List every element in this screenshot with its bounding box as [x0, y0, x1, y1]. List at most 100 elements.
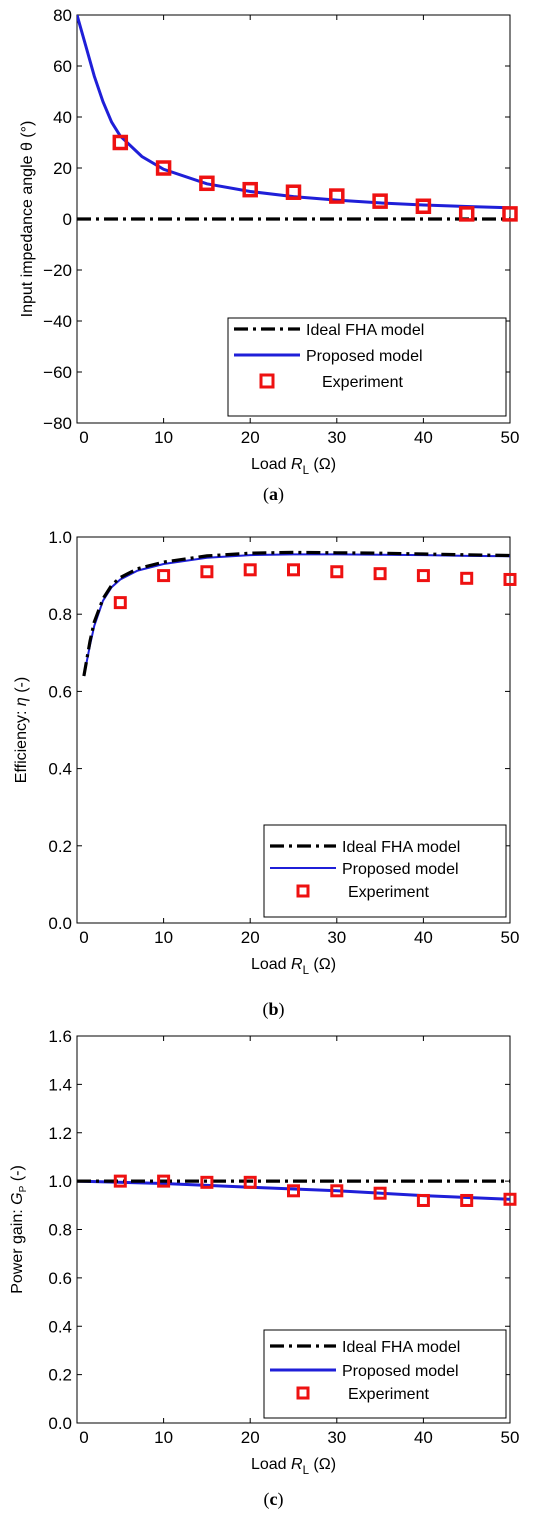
chart-c: 0 10 20 30 40 50 1.6 1.4 1.2 1.0 0.8 0.6 0.4 0.2 0.0 Lo…: [9, 1027, 519, 1510]
legend-label: Proposed model: [306, 348, 423, 365]
y-tick-label: 0.8: [48, 605, 72, 624]
legend-label: Ideal FHA model: [306, 322, 424, 339]
x-tick-label: 10: [154, 428, 173, 447]
label-subscript: L: [303, 965, 310, 977]
label-unit: (-): [13, 677, 30, 697]
y-tick-label: 1.0: [48, 528, 72, 547]
x-tick-label: 10: [154, 928, 173, 947]
label-unit: (Ω): [309, 956, 336, 973]
experiment-point: [242, 181, 258, 198]
y-tick-label: 1.0: [48, 1172, 72, 1191]
y-axis-label: Input impedance angle θ (°): [19, 121, 36, 318]
x-tick-label: 20: [241, 1428, 260, 1447]
figure-caption: (a): [263, 484, 284, 505]
caption-letter: b: [268, 999, 278, 1019]
x-axis-label: Load RL (Ω): [251, 956, 336, 977]
y-tick-label: 0.6: [48, 1269, 72, 1288]
caption-letter: c: [270, 1489, 278, 1509]
experiment-point: [113, 1174, 127, 1188]
y-axis-label: Efficiency: η (-): [13, 677, 30, 783]
y-tick-label: 0.2: [48, 837, 72, 856]
y-tick-label: −60: [43, 363, 72, 382]
y-tick-label: 0.8: [48, 1221, 72, 1240]
legend-box: [263, 824, 507, 918]
label-subscript: L: [303, 465, 310, 477]
experiment-point: [199, 175, 215, 192]
x-axis-label: Load RL (Ω): [251, 456, 336, 477]
y-tick-label: 0.4: [48, 760, 72, 779]
label-variable: R: [291, 456, 303, 473]
experiment-point: [373, 1186, 387, 1200]
y-tick-label: 0.4: [48, 1317, 72, 1336]
figure-caption: (b): [262, 999, 284, 1020]
legend: Ideal FHA model Proposed model Experiment: [227, 317, 507, 417]
y-tick-label: −20: [43, 261, 72, 280]
experiment-point: [460, 1193, 474, 1207]
x-tick-label: 40: [414, 1428, 433, 1447]
caption-open: (: [264, 1489, 270, 1510]
y-tick-label: 40: [53, 108, 72, 127]
experiment-point: [416, 1193, 430, 1207]
label-prefix: Power gain:: [9, 1205, 26, 1294]
experiment-point: [415, 198, 432, 214]
x-tick-label: 30: [327, 1428, 346, 1447]
experiment-point: [157, 1174, 171, 1188]
legend-label: Experiment: [322, 374, 403, 391]
x-axis-label: Load RL (Ω): [251, 1456, 336, 1477]
experiment-point: [330, 1184, 344, 1198]
legend-label: Ideal FHA model: [342, 1339, 460, 1356]
chart-a: 0 10 20 30 40 50 80 60 40 20 0 −20 −40 −60 −80 Load RL …: [19, 6, 519, 505]
label-variable: R: [291, 1456, 303, 1473]
label-prefix: Load: [251, 956, 291, 973]
chart-b: 0 10 20 30 40 50 1.0 0.8 0.6 0.4 0.2 0.0 Load RL (Ω)…: [13, 528, 519, 1020]
experiment-point: [460, 571, 474, 585]
y-tick-label: 20: [53, 159, 72, 178]
caption-close: ): [278, 1489, 284, 1510]
series-proposed-line: [82, 553, 510, 677]
label-unit: (-): [9, 1165, 26, 1185]
y-tick-label: 60: [53, 57, 72, 76]
x-tick-label: 40: [414, 928, 433, 947]
caption-open: (: [263, 484, 269, 505]
experiment-point: [373, 567, 387, 581]
y-tick-label: 0.2: [48, 1366, 72, 1385]
series-ideal-fha-line: [82, 550, 510, 677]
experiment-point: [503, 572, 517, 586]
experiment-point: [285, 184, 302, 200]
experiment-point: [330, 565, 344, 579]
x-tick-label: 10: [154, 1428, 173, 1447]
caption-close: ): [279, 999, 285, 1020]
label-prefix: Efficiency:: [13, 706, 30, 783]
experiment-point: [243, 563, 257, 577]
legend: Ideal FHA model Proposed model Experiment: [263, 824, 507, 918]
caption-letter: a: [269, 484, 278, 504]
experiment-point: [372, 193, 388, 209]
x-tick-label: 0: [79, 428, 88, 447]
x-tick-label: 20: [241, 928, 260, 947]
experiment-point: [416, 569, 430, 583]
caption-open: (: [262, 999, 268, 1020]
x-tick-label: 40: [414, 428, 433, 447]
figure-caption: (c): [264, 1489, 284, 1510]
y-tick-label: 0.0: [48, 1414, 72, 1433]
legend-swatch-experiment: [259, 373, 275, 389]
experiment-point: [502, 206, 518, 222]
experiment-point: [155, 160, 172, 176]
experiment-point: [458, 206, 475, 222]
series-proposed-line: [77, 1179, 510, 1201]
series-proposed-line: [77, 15, 510, 210]
label-variable: R: [291, 956, 303, 973]
experiment-point: [113, 596, 127, 610]
y-tick-label: 0: [63, 210, 72, 229]
x-tick-label: 50: [501, 1428, 520, 1447]
label-subscript: L: [303, 1465, 310, 1477]
x-tick-label: 0: [79, 1428, 88, 1447]
legend-label: Proposed model: [342, 1363, 459, 1380]
legend-label: Ideal FHA model: [342, 839, 460, 856]
y-tick-label: 1.2: [48, 1124, 72, 1143]
label-prefix: Load: [251, 456, 291, 473]
x-tick-label: 0: [79, 928, 88, 947]
legend-label: Experiment: [348, 884, 429, 901]
experiment-point: [287, 563, 300, 577]
experiment-point: [157, 569, 171, 583]
